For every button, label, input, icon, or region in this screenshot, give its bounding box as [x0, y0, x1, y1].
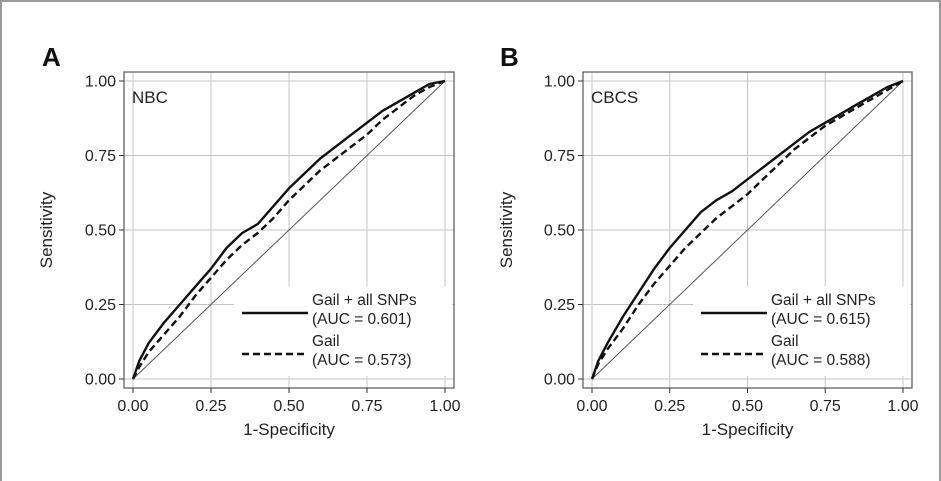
legend: Gail + all SNPs (AUC = 0.615) Gail (AUC = 0…	[693, 286, 910, 376]
panel-letter: A	[42, 42, 61, 72]
roc-curve-gail-snps	[131, 79, 446, 380]
roc-curve-gail-snps	[590, 79, 904, 380]
roc-curve-gail	[590, 79, 904, 380]
x-tick-label: 0.25	[195, 398, 226, 415]
x-tick-label: 0.75	[810, 398, 841, 415]
x-axis-label: 1-Specificity	[702, 420, 794, 439]
legend-auc-label: (AUC = 0.615)	[771, 311, 871, 328]
y-tick-label: 0.75	[544, 148, 575, 165]
x-tick-label: 0.50	[273, 398, 304, 415]
x-axis-label: 1-Specificity	[243, 420, 335, 439]
y-tick-label: 0.00	[85, 372, 116, 389]
reference-diagonal-line	[591, 80, 904, 380]
y-tick-label: 0.25	[85, 297, 116, 314]
legend-auc-label: (AUC = 0.588)	[771, 352, 871, 369]
x-tick-label: 0.75	[351, 398, 382, 415]
reference-diagonal-line	[132, 80, 446, 380]
x-tick-label: 0.50	[732, 398, 763, 415]
y-tick-label: 0.25	[544, 297, 575, 314]
panel-letter: B	[500, 42, 519, 72]
x-tick-label: 1.00	[429, 398, 460, 415]
roc-curve-gail	[131, 79, 446, 380]
legend-series-name: Gail	[312, 333, 340, 350]
x-tick-label: 0.00	[576, 398, 607, 415]
y-axis-label: Sensitivity	[497, 191, 516, 268]
y-axis-label: Sensitivity	[37, 191, 56, 268]
inset-label: NBC	[132, 88, 168, 107]
x-tick-label: 1.00	[887, 398, 918, 415]
y-tick-label: 1.00	[85, 74, 116, 91]
y-tick-label: 0.50	[85, 223, 116, 240]
legend-series-name: Gail	[771, 333, 799, 350]
panel-b: B 0.00 0.25 0.50 0.75 1.00 0.00 0.25 0.50 0.75 1.0…	[497, 42, 919, 439]
inset-label: CBCS	[591, 88, 638, 107]
x-tick-label: 0.25	[654, 398, 685, 415]
legend-background	[234, 286, 452, 376]
panel-a: A 0.00 0.25 0.50 0.75 1.00 0.00 0.25 0.50 0.75 1.0…	[37, 42, 461, 439]
legend-series-name: Gail + all SNPs	[312, 292, 417, 309]
legend-auc-label: (AUC = 0.573)	[312, 352, 412, 369]
x-tick-label: 0.00	[117, 398, 148, 415]
y-tick-label: 1.00	[544, 74, 575, 91]
legend-background	[693, 286, 910, 376]
legend: Gail + all SNPs (AUC = 0.601) Gail (AUC = 0…	[234, 286, 452, 376]
y-tick-label: 0.00	[544, 372, 575, 389]
legend-series-name: Gail + all SNPs	[771, 292, 876, 309]
y-tick-label: 0.50	[544, 223, 575, 240]
legend-auc-label: (AUC = 0.601)	[312, 311, 412, 328]
y-tick-label: 0.75	[85, 148, 116, 165]
